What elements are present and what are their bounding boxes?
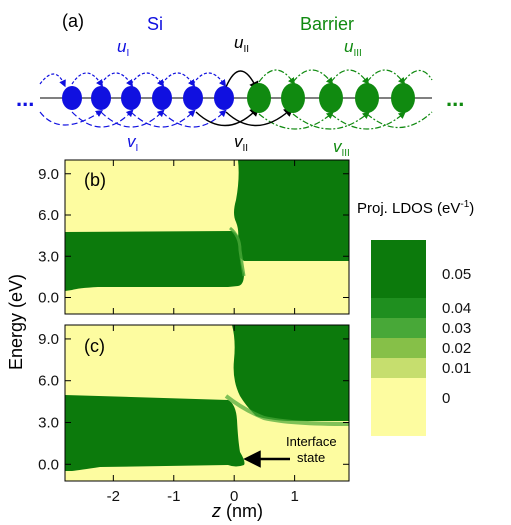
panel-c-frame — [64, 324, 350, 482]
si-atom — [183, 86, 203, 110]
u-II-arc — [225, 70, 259, 92]
v-I-arc — [161, 109, 227, 128]
panel-c-yaxis: 9.0 6.0 3.0 0.0 — [38, 331, 349, 473]
colorbar-swatch — [371, 358, 426, 378]
y-tick-label: 9.0 — [38, 331, 59, 348]
panel-c-barrier-band — [232, 325, 349, 421]
colorbar-swatch — [371, 318, 426, 338]
colorbar-swatches: 0.05 0.04 0.03 0.02 0.01 0 — [371, 240, 471, 436]
y-tick-label: 3.0 — [38, 415, 59, 432]
colorbar-swatch — [371, 298, 426, 318]
colorbar-label: 0.03 — [442, 320, 471, 337]
u-I-arc — [161, 72, 196, 87]
u-III-arc — [258, 69, 296, 85]
colorbar-label: 0.01 — [442, 360, 471, 377]
atoms — [62, 83, 415, 113]
u-III-arc — [366, 69, 406, 85]
v-I-arc — [130, 109, 196, 128]
colorbar: Proj. LDOS (eV-1) 0.05 0.04 0.03 0.02 0.01 0 — [357, 199, 474, 436]
y-tick-label: 0.0 — [38, 456, 59, 473]
v-II-label: vII — [234, 132, 248, 154]
colorbar-swatch — [371, 240, 426, 298]
u-III-arc — [292, 69, 334, 85]
y-axis-label: Energy (eV) — [6, 274, 26, 370]
panel-b-frame — [64, 159, 350, 315]
u-I-arc — [192, 72, 227, 87]
x-tick-label: -1 — [167, 488, 180, 505]
panel-c: (c) 9.0 6.0 3.0 0.0 -2 -1 0 1 Interface state — [38, 324, 350, 505]
right-ellipsis: ... — [446, 86, 464, 111]
barrier-atom — [281, 83, 305, 113]
panel-b-yaxis: 9.0 6.0 3.0 0.0 — [38, 166, 349, 307]
v-I-arc — [71, 109, 134, 128]
y-tick-label: 6.0 — [38, 207, 59, 224]
panel-a: (a) Si Barrier ... ... uI vI uII vII uII… — [16, 11, 464, 159]
panel-c-xaxis: -2 -1 0 1 — [107, 325, 299, 505]
colorbar-title: Proj. LDOS (eV-1) — [357, 199, 474, 217]
u-I-arc — [130, 72, 165, 87]
colorbar-swatch — [371, 338, 426, 358]
annotation-line-1: Interface — [286, 434, 337, 449]
u-I-arc — [71, 72, 103, 88]
v-I-arc — [100, 109, 165, 128]
barrier-atom — [319, 83, 343, 113]
panel-b: (b) 9.0 6.0 3.0 0.0 — [38, 159, 350, 315]
colorbar-label: 0.05 — [442, 266, 471, 283]
v-I-arc — [39, 110, 104, 126]
panel-b-edge-gradient — [229, 226, 246, 277]
y-tick-label: 3.0 — [38, 248, 59, 265]
u-III-arc — [330, 69, 370, 85]
barrier-label: Barrier — [300, 14, 354, 34]
v-II-arc-1 — [195, 106, 260, 127]
si-label: Si — [147, 14, 163, 34]
colorbar-label: 0 — [442, 390, 450, 407]
barrier-hoppings — [258, 69, 433, 130]
colorbar-swatch — [371, 378, 426, 436]
v-III-label: vIII — [333, 137, 350, 159]
v-III-arc — [366, 111, 433, 129]
colorbar-label: 0.02 — [442, 340, 471, 357]
u-I-arc — [39, 73, 66, 88]
left-ellipsis: ... — [16, 86, 34, 111]
colorbar-label: 0.04 — [442, 300, 471, 317]
panel-b-label: (b) — [84, 170, 106, 190]
si-atom — [62, 86, 82, 110]
u-I-arc — [100, 72, 134, 87]
barrier-atom — [355, 83, 379, 113]
panel-b-si-band — [65, 231, 244, 291]
y-tick-label: 0.0 — [38, 290, 59, 307]
y-tick-label: 6.0 — [38, 373, 59, 390]
si-atom — [91, 86, 111, 110]
barrier-atom — [391, 83, 415, 113]
u-II-label: uII — [234, 33, 249, 55]
x-tick-label: 1 — [290, 488, 298, 505]
si-atom — [214, 86, 234, 110]
panel-a-label: (a) — [62, 11, 84, 31]
u-I-label: uI — [117, 37, 129, 59]
x-axis-label: z (nm) — [211, 501, 263, 521]
panel-c-si-band — [65, 395, 245, 471]
u-III-arc — [402, 69, 433, 83]
v-III-arc — [258, 111, 334, 130]
annotation-line-2: state — [297, 450, 325, 465]
panel-c-label: (c) — [84, 336, 105, 356]
x-tick-label: 0 — [230, 488, 238, 505]
u-III-label: uIII — [344, 37, 362, 59]
x-tick-label: -2 — [107, 488, 120, 505]
v-III-arc — [330, 111, 406, 130]
panel-c-interface-gradient — [224, 394, 350, 426]
si-hoppings — [39, 72, 227, 128]
y-tick-label: 9.0 — [38, 166, 59, 183]
si-atom — [121, 86, 141, 110]
panel-b-xaxis — [112, 160, 296, 314]
v-III-arc — [292, 111, 370, 130]
v-I-label: vI — [127, 132, 138, 154]
si-atom — [152, 86, 172, 110]
barrier-atom — [247, 83, 271, 113]
v-II-arc-2 — [225, 106, 294, 127]
panel-b-barrier-band — [234, 160, 349, 261]
